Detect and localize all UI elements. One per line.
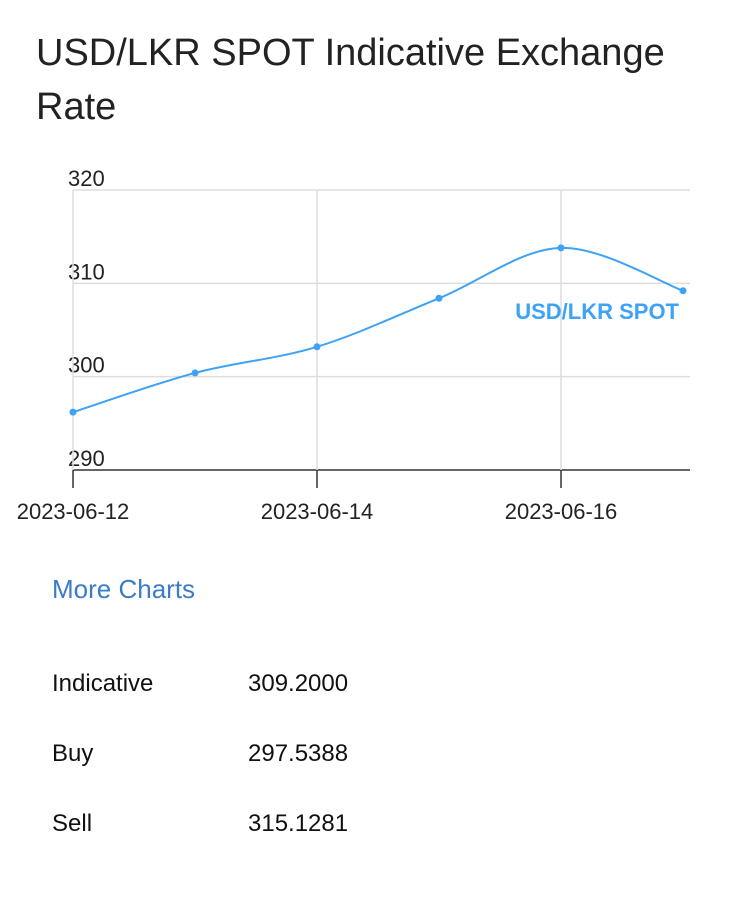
x-tick-label: 2023-06-14	[261, 499, 374, 520]
data-point	[191, 369, 199, 377]
y-tick-label: 310	[68, 259, 105, 284]
chart: 290 300 310 320 2023-06-12 2023-06-14 2023-06-…	[17, 166, 690, 520]
rate-value: 309.2000	[248, 670, 349, 697]
rate-value: 297.5388	[248, 740, 349, 767]
table-row: Indicative 309.2000	[52, 670, 348, 740]
y-tick-label: 290	[68, 446, 105, 471]
data-point	[679, 287, 687, 295]
data-point	[557, 244, 565, 252]
table-row: Buy 297.5388	[52, 740, 348, 810]
x-tick-label: 2023-06-12	[17, 499, 130, 520]
table-row: Sell 315.1281	[52, 810, 348, 880]
y-tick-label: 320	[68, 166, 105, 191]
data-point	[435, 294, 443, 302]
title: USD/LKR SPOT Indicative Exchange Rate	[36, 32, 665, 128]
series-label: USD/LKR SPOT	[515, 299, 679, 324]
data-point	[69, 408, 77, 416]
x-tick-label: 2023-06-16	[505, 499, 618, 520]
rate-label: Sell	[52, 810, 93, 837]
series-line	[72, 246, 684, 414]
rate-label: Buy	[52, 740, 94, 767]
rate-value: 315.1281	[248, 810, 349, 837]
more-charts-link[interactable]: More Charts	[52, 574, 196, 604]
rate-label: Indicative	[52, 670, 154, 697]
rate-table: Indicative 309.2000 Buy 297.5388 Sell 315.128…	[52, 670, 348, 880]
y-tick-label: 300	[68, 353, 105, 378]
data-point	[313, 343, 321, 351]
